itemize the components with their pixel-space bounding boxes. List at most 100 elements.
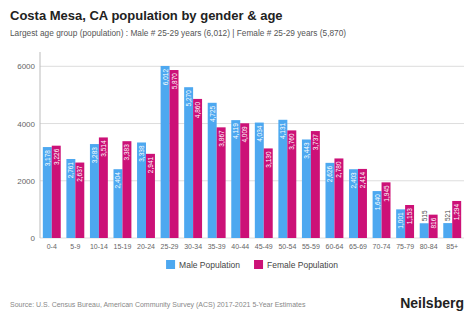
- x-tick-label: 70-74: [373, 243, 391, 250]
- data-label: 2,637: [76, 165, 83, 182]
- data-label: 4,034: [256, 125, 263, 142]
- x-tick-label: 30-34: [184, 243, 202, 250]
- source-note: Source: U.S. Census Bureau, American Com…: [10, 301, 306, 309]
- data-label: 3,283: [91, 147, 98, 164]
- data-label: 3,178: [44, 150, 51, 167]
- data-label: 3,338: [138, 145, 145, 162]
- x-tick-label: 35-39: [208, 243, 226, 250]
- x-tick-label: 10-14: [90, 243, 108, 250]
- y-tick-label: 6000: [17, 62, 35, 71]
- legend-swatch: [254, 260, 263, 269]
- bar: [302, 139, 311, 238]
- data-label: 3,130: [265, 151, 272, 168]
- bar: [66, 159, 75, 238]
- brand: Neilsberg: [400, 295, 464, 311]
- data-label: 2,780: [335, 161, 342, 178]
- x-tick-label: 20-24: [137, 243, 155, 250]
- bar: [264, 148, 273, 238]
- legend-label: Male Population: [179, 260, 240, 270]
- bar: [382, 182, 391, 238]
- bar: [99, 137, 108, 238]
- data-label: 2,414: [359, 172, 366, 189]
- x-tick-label: 80-84: [420, 243, 438, 250]
- bar: [113, 169, 122, 238]
- bar: [170, 70, 179, 238]
- x-tick-label: 0-4: [47, 243, 57, 250]
- data-label: 3,443: [303, 142, 310, 159]
- bar: [193, 99, 202, 238]
- data-label: 1,945: [383, 185, 390, 202]
- bar: [217, 127, 226, 238]
- y-tick-label: 4000: [17, 120, 35, 129]
- data-label: 4,725: [209, 105, 216, 122]
- data-label: 1,153: [406, 208, 413, 225]
- bar: [75, 163, 84, 238]
- data-label: 1,001: [397, 212, 404, 229]
- data-label: 4,119: [232, 123, 239, 139]
- data-label: 2,403: [350, 172, 357, 189]
- x-tick-label: 75-79: [396, 243, 414, 250]
- x-tick-label: 40-44: [231, 243, 249, 250]
- bar: [208, 103, 217, 238]
- data-labels: 3,178 2,761 3,283 2,404 3,338 6,012 5,270 4,725…: [44, 69, 460, 229]
- bar: [90, 144, 99, 238]
- data-label: 816: [430, 217, 437, 228]
- data-label: 3,737: [312, 134, 319, 151]
- subtitle: Largest age group (population) : Male # …: [10, 28, 346, 38]
- legend-item: Female Population: [254, 260, 338, 270]
- data-label: 5,870: [171, 73, 178, 90]
- bar: [420, 223, 429, 238]
- grid: [40, 66, 464, 238]
- grid-line: [40, 123, 464, 124]
- bar: [373, 191, 382, 238]
- data-label: 3,514: [100, 140, 107, 157]
- bar: [122, 141, 131, 238]
- x-tick-label: 85+: [446, 243, 458, 250]
- legend-swatch: [166, 260, 175, 269]
- bar: [396, 209, 405, 238]
- bar: [52, 146, 61, 238]
- data-label: 2,404: [114, 172, 121, 189]
- data-label: 3,867: [218, 130, 225, 147]
- data-label: 3,383: [123, 144, 130, 161]
- data-label: 515: [421, 210, 428, 221]
- data-label: 1,294: [453, 204, 460, 221]
- bar: [287, 130, 296, 238]
- legend-label: Female Population: [267, 260, 338, 270]
- bar: [184, 87, 193, 238]
- bar: [161, 66, 170, 238]
- bar: [443, 223, 452, 238]
- data-label: 521: [444, 210, 451, 221]
- data-label: 3,226: [53, 148, 60, 165]
- bar: [405, 205, 414, 238]
- data-label: 2,626: [326, 165, 333, 182]
- grid-line: [40, 66, 464, 67]
- bars: [43, 66, 461, 238]
- x-tick-label: 65-69: [349, 243, 367, 250]
- bar: [349, 169, 358, 238]
- x-tick-label: 55-59: [302, 243, 320, 250]
- y-tick-label: 0: [31, 234, 36, 243]
- data-label: 5,270: [185, 90, 192, 107]
- bar: [240, 123, 249, 238]
- y-axis-line: [40, 52, 41, 238]
- y-tick-label: 2000: [17, 177, 35, 186]
- data-label: 2,761: [67, 162, 74, 179]
- bar: [325, 163, 334, 238]
- bar: [452, 201, 461, 238]
- bar: [43, 147, 52, 238]
- x-tick-label: 25-29: [161, 243, 179, 250]
- bar: [358, 169, 367, 238]
- data-label: 1,640: [374, 194, 381, 211]
- data-label: 4,009: [241, 126, 248, 143]
- bar: [231, 120, 240, 238]
- bar: [334, 158, 343, 238]
- bar: [137, 142, 146, 238]
- data-label: 6,012: [162, 69, 169, 86]
- bar: [255, 123, 264, 238]
- bar: [311, 131, 320, 238]
- chart: Costa Mesa, CA population by gender & ag…: [0, 0, 474, 316]
- data-label: 3,760: [288, 133, 295, 150]
- x-tick-label: 60-64: [325, 243, 343, 250]
- legend-item: Male Population: [166, 260, 240, 270]
